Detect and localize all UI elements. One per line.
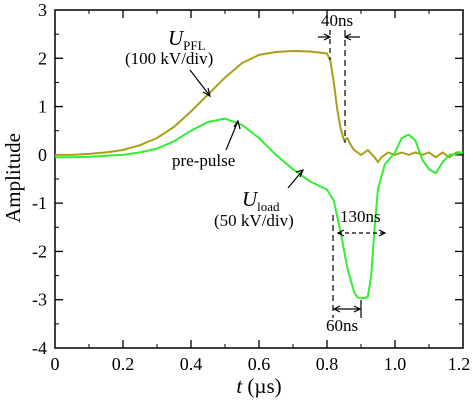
x-axis-title: t (µs) [236, 374, 281, 398]
upfl-pointer [189, 69, 211, 97]
y-tick-label: 3 [38, 0, 47, 20]
upfl-pointer-head [202, 87, 211, 98]
uload-pointer [287, 169, 304, 189]
dt40-label: 40ns [321, 11, 353, 30]
dt60-arrowhead-left [332, 305, 341, 313]
dt40-arrowhead-right [343, 33, 352, 41]
y-tick-label: 2 [38, 48, 47, 68]
y-tick-label: -4 [32, 338, 47, 358]
annotation-texts: UPFL (100 kV/div) pre-pulse Uload (50 kV… [125, 11, 381, 335]
series-line-upfl [55, 50, 463, 164]
uload-label: Uload [242, 187, 280, 214]
x-tick-label: 0.6 [248, 354, 271, 374]
annotation-guides [189, 30, 387, 318]
dt130-arrowhead-left [336, 229, 345, 237]
uload-pointer-head [295, 169, 305, 178]
upfl-scale: (100 kV/div) [125, 49, 213, 68]
x-tick-label: 1.2 [448, 354, 471, 374]
y-tick-label: 1 [38, 97, 47, 117]
y-axis-ticks: -4 -3 -2 -1 0 1 2 3 [32, 0, 463, 358]
dt130-arrowhead-right [378, 229, 387, 237]
dt40-arrowhead-left [323, 33, 332, 41]
series-layer [55, 50, 464, 300]
x-tick-label: 1.0 [384, 354, 407, 374]
upfl-label: UPFL [168, 26, 206, 53]
prepulse-pointer [225, 120, 239, 151]
y-axis-title: Amplitude [1, 133, 25, 223]
prepulse-label: pre-pulse [172, 151, 235, 170]
dt60-arrowhead-right [353, 305, 362, 313]
dt130-label: 130ns [340, 207, 381, 226]
x-tick-label: 0.2 [112, 354, 135, 374]
y-tick-label: -1 [32, 193, 47, 213]
plot-frame [54, 9, 464, 349]
dt60-label: 60ns [326, 316, 358, 335]
x-tick-label: 0.8 [316, 354, 339, 374]
uload-scale: (50 kV/div) [214, 211, 294, 230]
x-tick-label: 0 [51, 354, 60, 374]
prepulse-pointer-head [233, 119, 241, 130]
x-tick-label: 0.4 [180, 354, 203, 374]
y-tick-label: -3 [32, 290, 47, 310]
x-axis-ticks: 0 0.2 0.4 0.6 0.8 1.0 1.2 [51, 10, 471, 374]
y-tick-label: -2 [32, 241, 47, 261]
series-line-uload [55, 117, 464, 300]
y-tick-label: 0 [38, 145, 47, 165]
